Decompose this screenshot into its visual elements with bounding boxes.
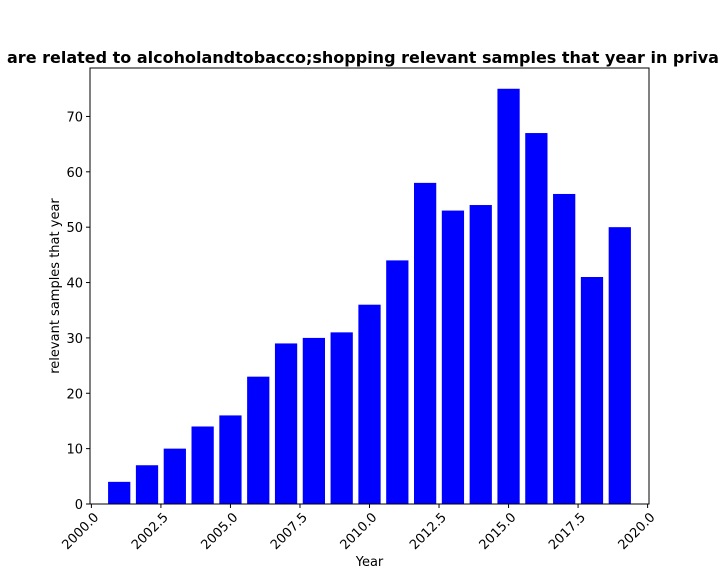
x-tick-label: 2020.0 (616, 510, 659, 553)
y-axis-label: relevant samples that year (48, 198, 63, 374)
bar-2016 (525, 133, 548, 505)
bar-2009 (330, 332, 353, 504)
bar-2015 (497, 88, 520, 504)
bar-2008 (302, 337, 325, 504)
y-tick-label: 60 (66, 166, 83, 181)
bar-2006 (247, 376, 270, 504)
x-tick-label: 2010.0 (338, 510, 381, 553)
chart-title: are related to alcoholandtobacco;shoppin… (7, 48, 719, 67)
bar-2017 (553, 193, 576, 504)
x-tick-label: 2017.5 (546, 510, 589, 553)
x-tick-label: 2005.0 (198, 510, 241, 553)
bar-2012 (414, 182, 437, 504)
y-tick-label: 20 (66, 387, 83, 402)
y-tick-label: 0 (75, 498, 83, 513)
bar-2010 (358, 304, 381, 504)
bar-2004 (191, 426, 214, 504)
bar-2001 (108, 481, 131, 504)
x-axis-label: Year (355, 555, 384, 570)
bars-group (108, 88, 631, 505)
y-tick-label: 30 (66, 332, 83, 347)
y-tick-label: 40 (66, 277, 83, 292)
y-tick-label: 70 (66, 110, 83, 125)
bar-2007 (274, 343, 298, 504)
bar-2018 (580, 277, 604, 504)
bar-2005 (219, 415, 242, 504)
bar-2013 (441, 210, 465, 504)
y-axis-ticks: 0 10 20 30 40 50 60 70 (66, 110, 90, 513)
bar-2011 (386, 260, 409, 504)
x-axis-ticks: 2000.0 2002.5 2005.0 2007.5 2010.0 2012.5 2015… (59, 504, 658, 553)
x-tick-label: 2002.5 (129, 510, 172, 553)
bar-2003 (163, 448, 186, 504)
x-tick-label: 2000.0 (59, 510, 102, 553)
x-tick-label: 2012.5 (407, 510, 450, 553)
bar-2019 (608, 227, 631, 505)
y-tick-label: 10 (66, 443, 83, 458)
x-tick-label: 2015.0 (477, 510, 520, 553)
y-tick-label: 50 (66, 221, 83, 236)
x-tick-label: 2007.5 (268, 510, 311, 553)
bar-2014 (469, 205, 492, 504)
bar-2002 (135, 465, 159, 504)
